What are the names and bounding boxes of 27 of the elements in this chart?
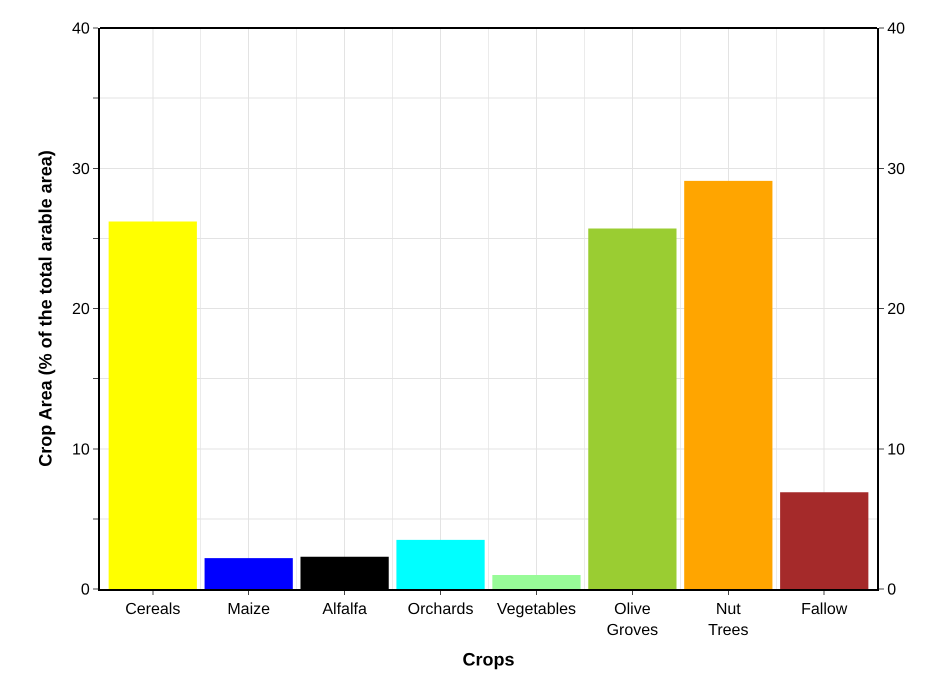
- x-tick-label: Orchards: [408, 601, 474, 618]
- y2-tick-label: 0: [887, 582, 896, 599]
- y-axis-title: Crop Area (% of the total arable area): [36, 150, 56, 467]
- bar: [108, 222, 197, 589]
- x-tick-label: Olive Groves: [606, 601, 658, 639]
- y-tick-label: 20: [72, 301, 90, 318]
- y2-tick-label: 40: [887, 20, 906, 38]
- y2-tick-label: 20: [887, 301, 906, 318]
- y-tick-label: 10: [72, 441, 90, 458]
- x-tick-label: Nut Trees: [708, 601, 748, 639]
- x-axis-title: Crops: [462, 650, 515, 670]
- bar: [396, 540, 485, 589]
- x-tick-label: Fallow: [801, 601, 848, 618]
- y-tick-label: 40: [72, 20, 90, 38]
- x-tick-label: Alfalfa: [322, 601, 367, 618]
- y-tick-label: 0: [80, 582, 90, 599]
- bar: [492, 574, 581, 589]
- y-tick-label: 30: [72, 160, 90, 178]
- x-tick-label: Cereals: [125, 601, 180, 618]
- bar: [588, 228, 677, 589]
- bar: [684, 180, 772, 589]
- bar: [204, 558, 293, 589]
- x-tick-label: Maize: [227, 601, 270, 618]
- y2-tick-label: 10: [887, 441, 906, 458]
- bar: [780, 492, 868, 589]
- x-tick-label: Vegetables: [496, 601, 576, 618]
- y2-tick-label: 30: [887, 160, 906, 178]
